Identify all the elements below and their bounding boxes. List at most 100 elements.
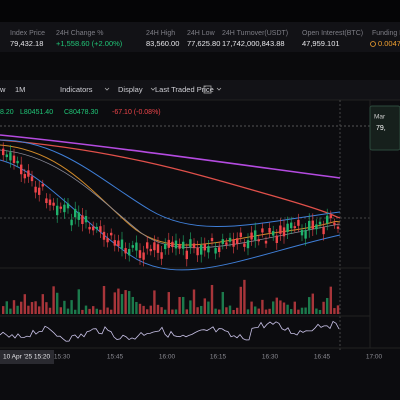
volume-bar — [106, 307, 109, 314]
ma-line — [0, 134, 341, 179]
candle — [131, 245, 134, 248]
volume-bar — [27, 305, 30, 314]
volume-bar — [135, 301, 138, 314]
volume-bar — [167, 292, 170, 314]
candle — [16, 160, 19, 164]
volume-bar — [218, 309, 221, 314]
candle — [189, 239, 192, 248]
volume-bar — [336, 305, 340, 314]
candle — [135, 242, 138, 251]
stat-label: Index Price — [10, 30, 45, 37]
toolbar-item: w — [0, 85, 6, 94]
time-cursor-label: 10 Apr '25 15:20 — [3, 354, 51, 361]
volume-bar — [329, 286, 332, 314]
volume-bar — [315, 308, 318, 314]
candle — [48, 199, 52, 206]
stat-label: 24H Turnover(USDT) — [222, 30, 288, 37]
time-label: 16:45 — [314, 354, 331, 361]
top-strip — [0, 0, 400, 22]
volume-bar — [138, 303, 142, 314]
volume-bar — [81, 309, 84, 314]
volume-bar — [66, 308, 70, 314]
candle — [84, 216, 88, 223]
candle — [264, 240, 268, 244]
candle — [225, 242, 228, 245]
dropdown-caret — [104, 87, 110, 91]
candle — [70, 219, 73, 226]
volume-bar — [210, 284, 214, 314]
volume-bar — [142, 305, 145, 314]
candle — [254, 230, 257, 240]
candle — [218, 247, 221, 253]
stat-label: Funding R — [372, 30, 400, 37]
candle — [12, 155, 16, 163]
candle — [308, 220, 311, 231]
candle — [293, 226, 296, 229]
time-label: 15:30 — [54, 354, 71, 361]
funding-icon — [370, 41, 376, 47]
candle — [200, 244, 203, 255]
candle — [120, 239, 124, 249]
candle — [333, 222, 336, 225]
volume-bar — [56, 292, 59, 314]
candle — [286, 223, 289, 232]
candle — [246, 240, 250, 249]
volume-bar — [300, 307, 304, 314]
candle — [2, 148, 5, 156]
volume-bar — [45, 302, 48, 314]
candle — [77, 212, 80, 220]
volume-bar — [41, 294, 44, 314]
volume-bar — [120, 294, 124, 314]
candle — [203, 243, 206, 251]
candle — [59, 206, 62, 209]
volume-bar — [311, 293, 314, 314]
volume-bar — [16, 305, 19, 314]
volume-bar — [279, 300, 282, 314]
volume-bar — [196, 307, 199, 314]
candle — [81, 215, 84, 225]
volume-bar — [131, 296, 134, 314]
toolbar-item: Last Traded Price — [155, 85, 214, 94]
volume-bar — [124, 290, 127, 314]
candle — [20, 164, 23, 175]
volume-bar — [239, 286, 242, 314]
volume-bar — [178, 297, 181, 314]
candle — [153, 242, 156, 251]
candle — [171, 241, 174, 248]
candle — [178, 243, 181, 249]
time-label: 16:00 — [159, 354, 176, 361]
candle — [250, 232, 253, 240]
volume-bar — [243, 279, 246, 314]
ohlc-value: 8.20 — [0, 109, 14, 116]
candle — [117, 240, 120, 246]
price-tag-value: 79, — [376, 125, 386, 132]
candle — [228, 237, 232, 242]
candle — [9, 152, 12, 161]
volume-bar — [264, 309, 268, 314]
volume-bar — [272, 301, 275, 314]
volume-bar — [164, 309, 167, 314]
volume-bar — [318, 309, 322, 314]
volume-bar — [214, 308, 217, 314]
volume-bar — [221, 291, 224, 314]
candle — [63, 204, 66, 213]
candle — [311, 220, 314, 229]
candle — [326, 215, 329, 224]
candle — [268, 228, 271, 233]
time-cursor — [0, 350, 54, 364]
candle — [279, 225, 282, 234]
volume-bar — [146, 309, 149, 314]
candle — [185, 250, 188, 260]
volume-bar — [275, 297, 278, 314]
volume-bar — [174, 309, 178, 314]
candle — [138, 250, 142, 258]
volume-bar — [34, 301, 37, 314]
volume-bar — [297, 309, 300, 314]
volume-bar — [189, 300, 192, 314]
toolbar-item: 1M — [15, 85, 25, 94]
volume-bar — [200, 305, 203, 314]
dropdown-caret — [150, 87, 156, 91]
toolbar — [0, 80, 400, 100]
stat-label: 24H Change % — [56, 30, 103, 37]
volume-bar — [74, 309, 77, 314]
